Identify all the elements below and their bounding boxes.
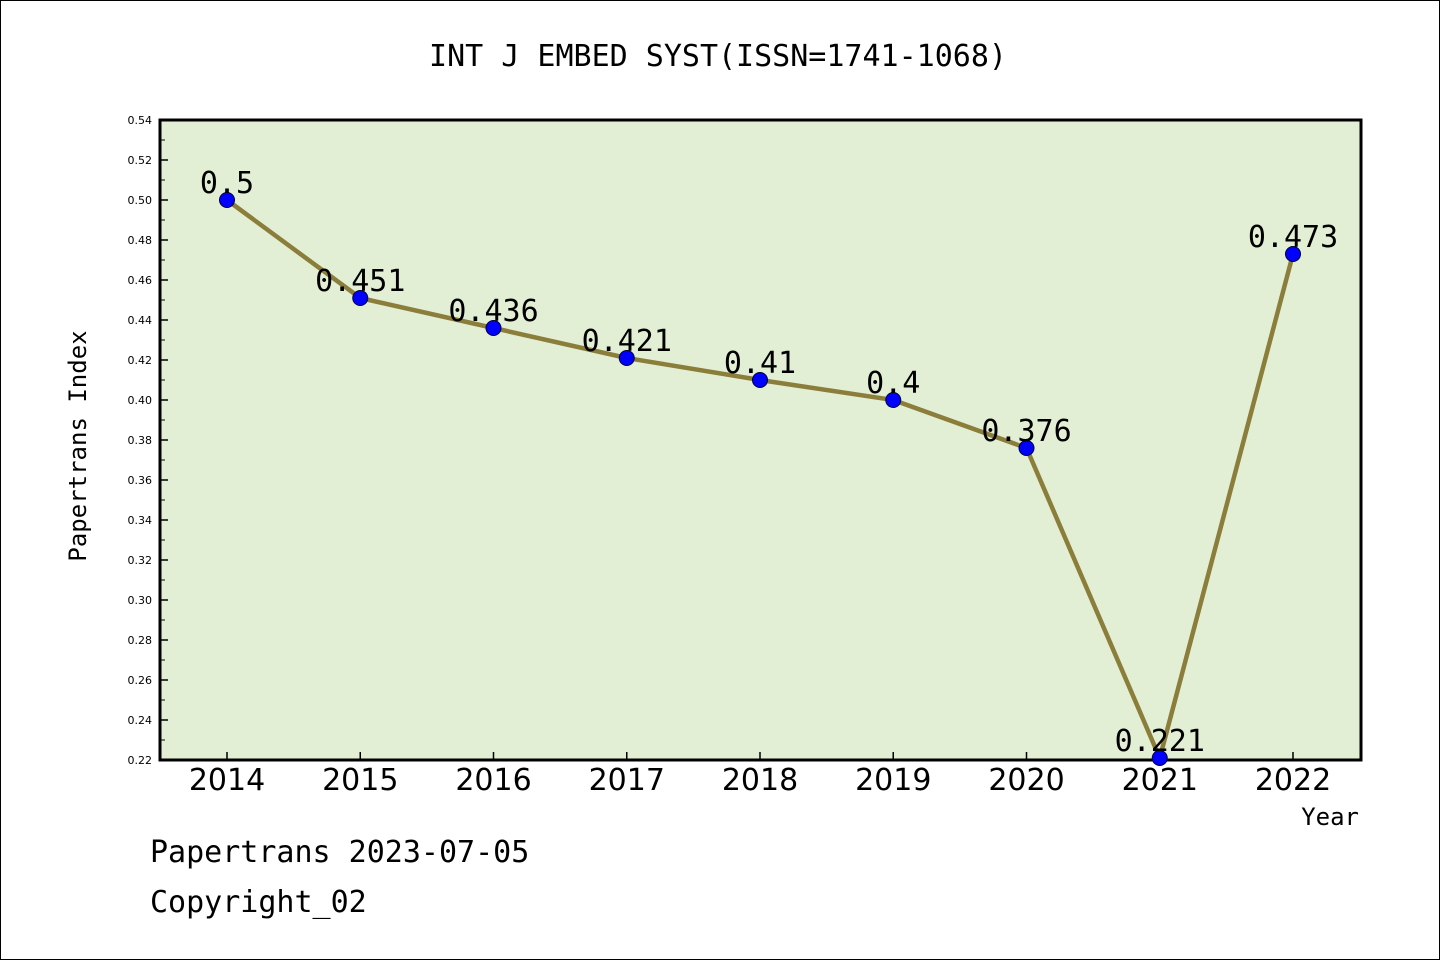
x-tick-label: 2017	[589, 763, 665, 798]
data-point	[1285, 246, 1301, 262]
data-point	[1018, 440, 1035, 456]
x-tick-label: 2015	[322, 763, 398, 798]
y-tick-label: 0.24	[128, 714, 153, 727]
y-tick-label: 0.26	[128, 674, 153, 687]
y-tick-label: 0.38	[128, 434, 153, 447]
data-point	[352, 290, 369, 306]
y-tick-label: 0.52	[128, 154, 153, 167]
data-label: 0.421	[582, 324, 672, 359]
chart-title: INT J EMBED SYST(ISSN=1741-1068)	[429, 39, 1007, 74]
x-tick-label: 2014	[189, 763, 265, 798]
data-label: 0.221	[1115, 724, 1205, 759]
y-axis-label: Papertrans Index	[64, 330, 92, 561]
footer-copyright-text: Copyright_02	[150, 885, 367, 920]
plot-area	[158, 118, 1363, 762]
data-label: 0.41	[724, 346, 796, 381]
y-tick-label: 0.42	[128, 354, 153, 367]
y-tick-label: 0.34	[128, 514, 153, 527]
x-tick-label: 2019	[855, 763, 931, 798]
x-tick-label: 2021	[1122, 763, 1198, 798]
y-tick-label: 0.46	[128, 274, 153, 287]
x-axis: 2014 2015 2016 2017 2018 2019 2020 2021 2022	[189, 752, 1331, 798]
data-point	[485, 320, 502, 336]
y-tick-label: 0.32	[128, 554, 153, 567]
y-tick-label: 0.50	[128, 194, 153, 207]
data-label: 0.376	[981, 414, 1071, 449]
data-point	[618, 350, 635, 366]
data-point	[885, 392, 902, 408]
data-label: 0.4	[866, 366, 920, 401]
y-tick-label: 0.28	[128, 634, 153, 647]
x-axis-label: Year	[1301, 803, 1359, 831]
data-label: 0.436	[448, 294, 538, 329]
y-tick-label: 0.30	[128, 594, 153, 607]
y-axis: 0.22 0.24 0.26 0.28 0.30 0.32 0.34 0.36 0.38 0.40…	[128, 114, 168, 767]
data-label: 0.5	[200, 166, 254, 201]
y-tick-label: 0.44	[128, 314, 153, 327]
y-tick-label: 0.40	[128, 394, 153, 407]
data-label: 0.451	[315, 264, 405, 299]
data-point	[219, 192, 235, 208]
data-point	[752, 372, 768, 388]
y-tick-label: 0.48	[128, 234, 153, 247]
x-tick-label: 2016	[455, 763, 531, 798]
x-tick-label: 2022	[1255, 763, 1331, 798]
y-tick-label: 0.22	[128, 754, 153, 767]
footer-date-text: Papertrans 2023-07-05	[150, 835, 530, 870]
y-tick-label: 0.54	[128, 114, 153, 127]
data-labels: 0.5 0.451 0.436 0.421 0.41 0.4 0.376 0.221 0.473	[200, 166, 1338, 759]
data-point	[1151, 750, 1168, 766]
series-markers	[219, 192, 1301, 766]
y-tick-label: 0.36	[128, 474, 153, 487]
x-tick-label: 2020	[988, 763, 1064, 798]
x-tick-label: 2018	[722, 763, 798, 798]
data-label: 0.473	[1248, 220, 1338, 255]
